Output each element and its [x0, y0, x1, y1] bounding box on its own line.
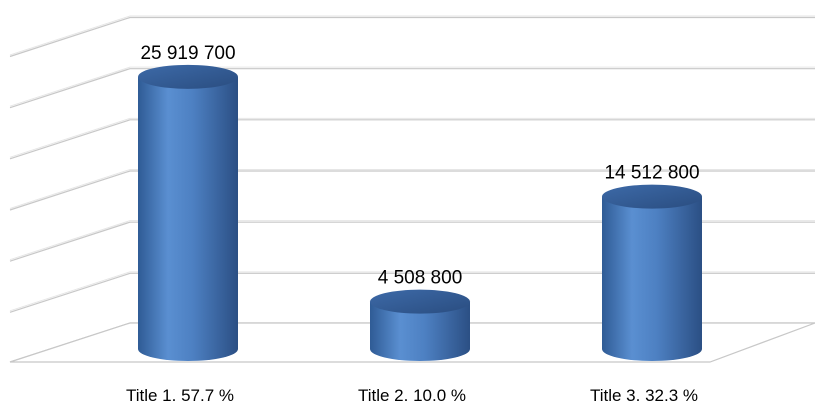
gridline — [9, 169, 815, 209]
bar — [138, 64, 238, 361]
gridline — [9, 170, 815, 211]
gridline — [9, 271, 815, 312]
bar-body — [138, 76, 238, 361]
data-label: 4 508 800 — [378, 268, 463, 289]
data-label: 14 512 800 — [604, 163, 699, 184]
gridline — [9, 68, 815, 109]
data-labels: 25 919 700 4 508 800 14 512 800 — [140, 43, 699, 289]
data-label: 25 919 700 — [140, 43, 235, 64]
bar — [370, 289, 470, 361]
x-tick-label: Title 3. 32.3 % — [590, 386, 698, 405]
bar-body — [602, 196, 702, 361]
bar — [602, 184, 702, 361]
gridline — [9, 272, 815, 313]
bars — [138, 64, 702, 361]
gridline — [9, 220, 815, 261]
bar-body — [370, 301, 470, 361]
x-tick-label: Title 2. 10.0 % — [358, 386, 466, 405]
gridline — [9, 119, 815, 160]
gridline — [9, 221, 815, 262]
gridline — [9, 15, 815, 56]
bar-top — [370, 289, 470, 314]
x-tick-labels: Title 1. 57.7 % Title 2. 10.0 % Title 3. 3… — [126, 386, 698, 405]
gridline — [9, 66, 815, 107]
gridline — [9, 117, 815, 158]
bar-top — [138, 64, 238, 89]
bar-top — [602, 184, 702, 209]
x-tick-label: Title 1. 57.7 % — [126, 386, 234, 405]
gridline — [9, 16, 815, 58]
